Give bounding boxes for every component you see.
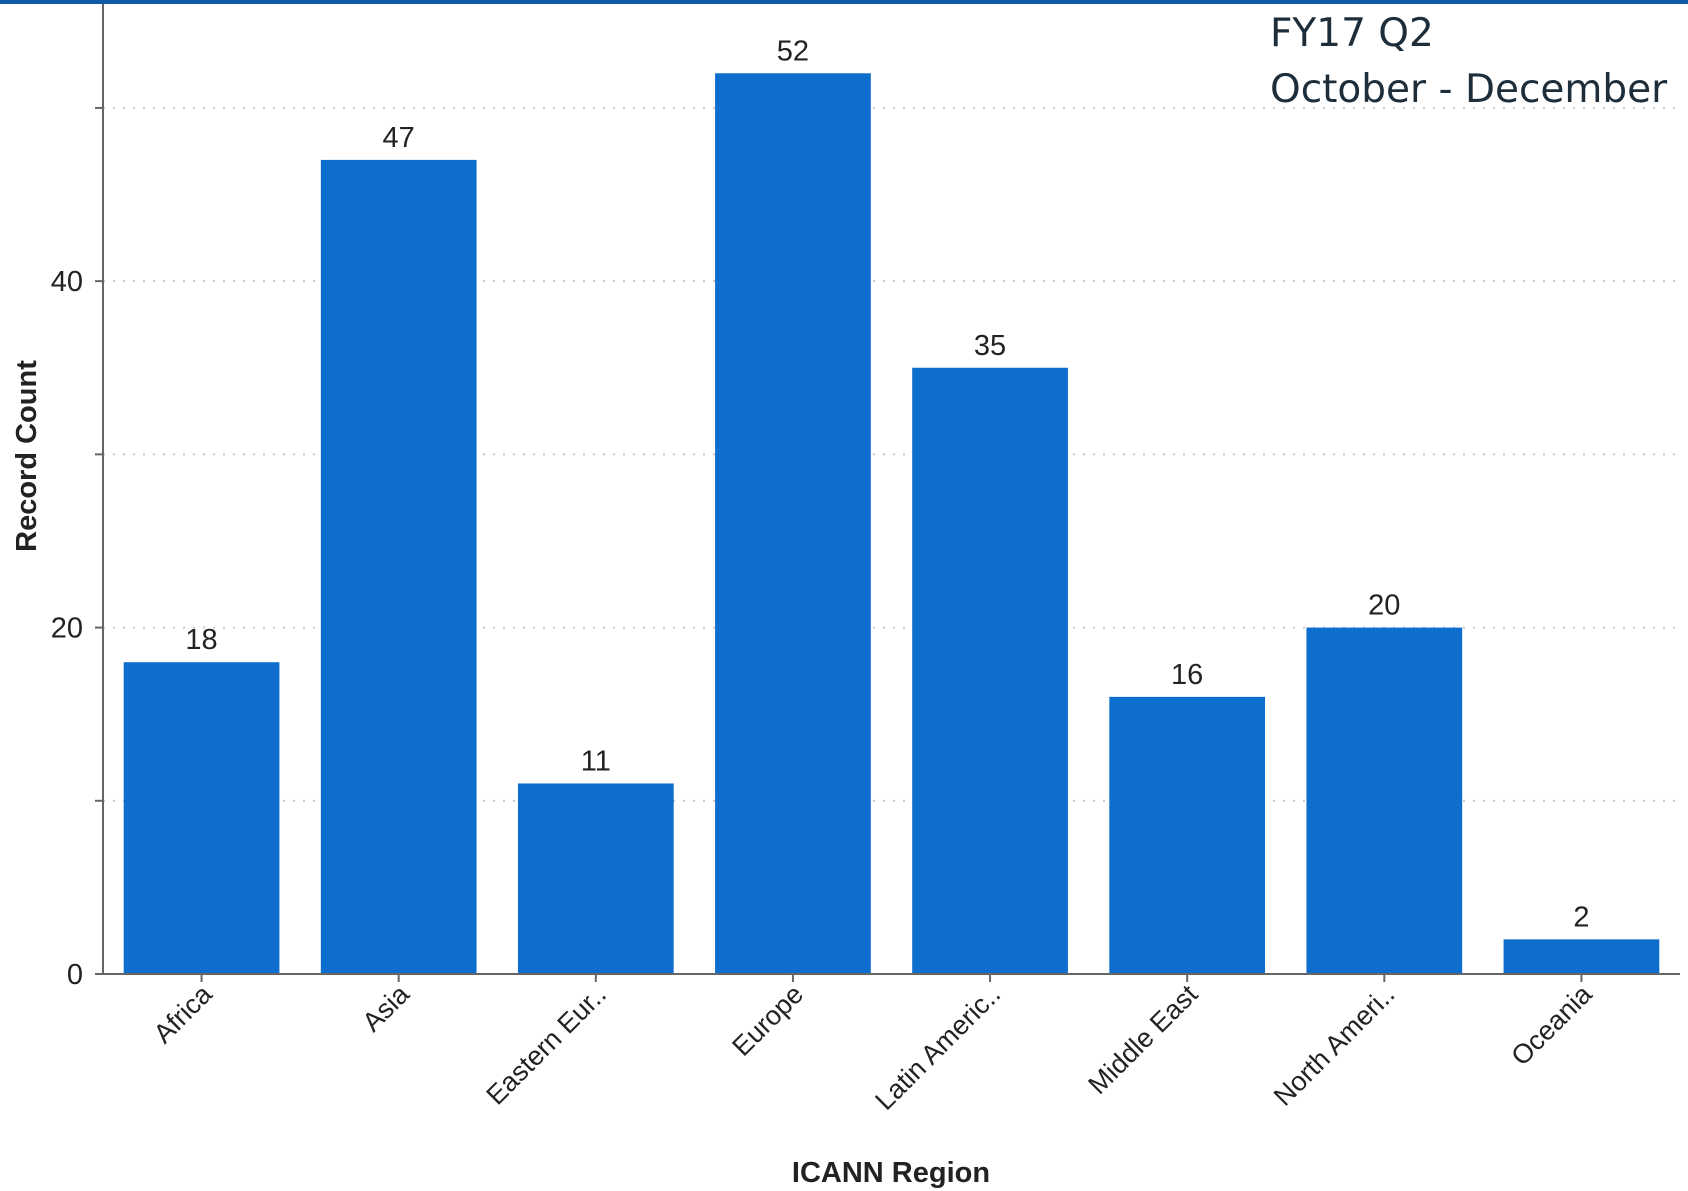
data-label: 2 — [1573, 901, 1589, 933]
data-labels: 18 47 11 52 35 16 20 2 — [185, 35, 1589, 933]
x-axis-title: ICANN Region — [792, 1157, 990, 1189]
x-category-label: Latin Americ.. — [869, 979, 1006, 1116]
x-ticks: Africa Asia Eastern Eur.. Europe Latin Ameri… — [148, 974, 1598, 1116]
data-label: 52 — [777, 35, 809, 67]
data-label: 35 — [974, 330, 1006, 362]
bar — [1503, 939, 1660, 974]
fiscal-quarter: FY17 Q2 — [1270, 11, 1434, 56]
bar — [912, 367, 1068, 974]
x-category-label: Europe — [726, 979, 809, 1062]
data-label: 20 — [1368, 590, 1400, 622]
top-accent-bar — [0, 0, 1688, 4]
y-tick-label: 40 — [51, 266, 83, 298]
x-category-label: Middle East — [1082, 979, 1203, 1100]
data-label: 11 — [581, 745, 611, 777]
period-label: FY17 Q2 October - December — [1270, 6, 1667, 118]
bar — [320, 159, 477, 975]
axes — [102, 4, 1680, 975]
x-category-label: Oceania — [1505, 978, 1598, 1071]
month-range: October - December — [1270, 67, 1668, 112]
data-label: 16 — [1171, 659, 1203, 691]
x-category-label: Africa — [148, 978, 219, 1049]
x-category-label: North Ameri.. — [1268, 979, 1401, 1112]
y-tick-label: 0 — [67, 959, 83, 991]
y-ticks: 0 20 40 — [51, 106, 103, 991]
bar — [1306, 627, 1463, 974]
data-label: 18 — [185, 624, 217, 656]
y-axis-title: Record Count — [11, 360, 43, 552]
bar — [715, 73, 871, 975]
bars — [123, 73, 1660, 975]
bar — [1109, 696, 1266, 974]
bar — [123, 662, 280, 974]
data-label: 47 — [383, 122, 415, 154]
x-category-label: Asia — [357, 978, 416, 1037]
y-tick-label: 20 — [51, 613, 83, 645]
bar — [517, 783, 674, 974]
x-category-label: Eastern Eur.. — [480, 979, 612, 1111]
